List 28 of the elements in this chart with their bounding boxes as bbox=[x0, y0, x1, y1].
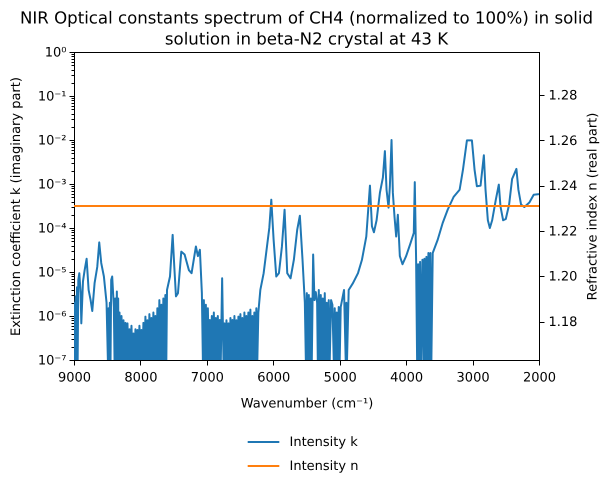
x-tick-label: 5000 bbox=[324, 370, 357, 386]
y-tick-label: 10⁻⁷ bbox=[38, 354, 66, 368]
line-series bbox=[74, 139, 539, 360]
x-tick-label: 7000 bbox=[190, 370, 224, 386]
y-tick-label: 10⁻⁶ bbox=[38, 310, 66, 324]
x-tick-label: 9000 bbox=[58, 370, 92, 386]
y2-tick-label: 1.18 bbox=[548, 315, 578, 330]
y-axis-title: Extinction coefficient k (imaginary part) bbox=[8, 77, 24, 336]
y-tick-label: 10⁻³ bbox=[38, 178, 66, 192]
legend-label: Intensity k bbox=[290, 435, 358, 450]
y-tick-label: 10⁻⁵ bbox=[38, 266, 66, 280]
x-axis-title: Wavenumber (cm⁻¹) bbox=[240, 396, 374, 412]
y2-tick-label: 1.26 bbox=[548, 134, 578, 149]
y2-axis-title: Refractive index n (real part) bbox=[585, 112, 600, 300]
x-tick-label: 3000 bbox=[456, 370, 490, 386]
y2-tick-label: 1.28 bbox=[548, 88, 578, 104]
legend-label: Intensity n bbox=[290, 459, 358, 474]
x-tick-label: 2000 bbox=[522, 370, 556, 386]
y-tick-label: 10⁻⁴ bbox=[38, 222, 66, 236]
x-tick-label: 4000 bbox=[390, 370, 424, 386]
y2-tick-label: 1.20 bbox=[548, 270, 578, 285]
x-tick-label: 6000 bbox=[257, 370, 290, 386]
y2-tick-label: 1.24 bbox=[548, 179, 578, 194]
y-tick-label: 10⁻² bbox=[38, 134, 66, 148]
y2-tick-label: 1.22 bbox=[548, 224, 578, 240]
y-tick-label: 10⁰ bbox=[44, 46, 66, 60]
y-tick-label: 10⁻¹ bbox=[38, 90, 66, 104]
x-tick-label: 8000 bbox=[124, 370, 158, 386]
